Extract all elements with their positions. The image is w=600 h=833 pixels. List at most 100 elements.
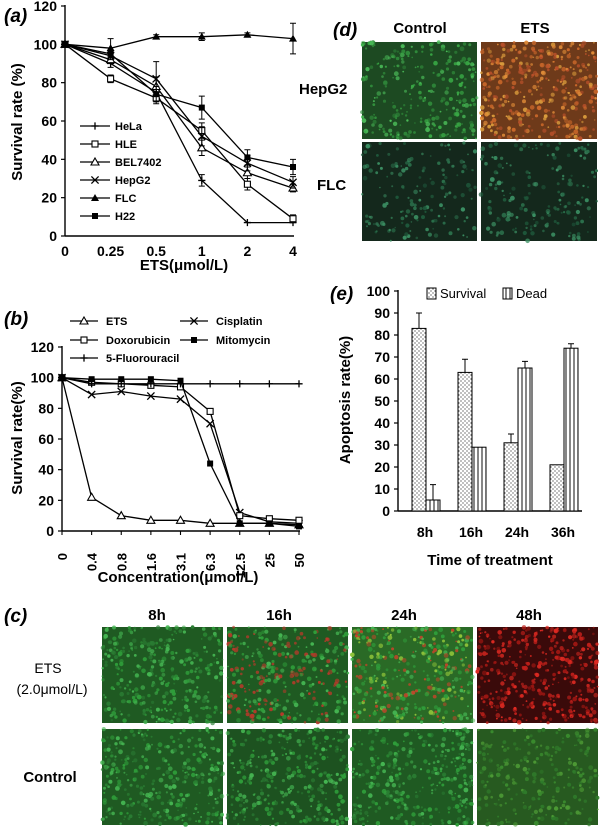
panel-d-col-label-ets: ETS [520,20,549,37]
a-point-hle-1 [107,75,115,83]
micrograph-ets-8h [100,625,224,726]
a-line-h22 [64,43,294,168]
a-point-h22-0 [62,41,68,48]
e-errorbar-survival-16h [462,358,468,373]
panel-e-x-axis-title: Time of treatment [427,552,553,569]
a-legend-label-hle: HLE [115,139,137,151]
e-bar-survival-36h [549,464,565,512]
a-legend-marker-h22 [92,213,98,219]
panel-b-legend: ETS Cisplatin Doxorubicin Mitomycin 5-Fluoro… [70,315,271,365]
b-xtick-label-3: 1.6 [144,553,159,571]
a-ytick-label-0: 0 [49,228,57,244]
a-line-hela [64,43,293,224]
a-line-flc [64,34,294,49]
b-legend-label-doxorubicin: Doxorubicin [106,335,170,347]
panel-a-series [60,22,298,227]
e-bar-dead-16h [471,446,487,512]
b-point-5-fluorouracil-6 [236,380,244,388]
b-xtick-label-6: 12.5 [233,553,248,578]
b-ytick-label-100: 100 [31,370,55,386]
c-img-7-cells [476,727,600,827]
a-point-flc-3 [197,32,206,40]
a-point-hepg2-5 [288,178,298,187]
c-img-4-cells [100,727,226,827]
e-bar-survival-24h [503,442,519,512]
b-series-cisplatin [57,373,304,528]
panel-a: (a) 0 20 40 60 80 100 120 0 0.25 0.5 1 2 4 Survival… [4,0,298,274]
panel-d: (d) Control ETS HepG2 FLC [299,20,599,244]
b-ytick-label-20: 20 [38,492,54,508]
a-xtick-label-5: 4 [289,243,297,259]
a-point-bel7402-3 [196,142,207,152]
e-legend-label-dead: Dead [516,286,547,301]
panel-c-row-label-ets-dose: (2.0μmol/L) [16,681,87,697]
a-point-h22-2 [153,91,160,98]
d-img-2-cells [360,141,478,242]
d-img-0-cells [360,40,479,141]
c-img-5-cells [225,727,351,827]
b-legend-entry-cisplatin: Cisplatin [180,316,263,328]
e-legend-swatch-survival [426,287,437,300]
b-legend-label-cisplatin: Cisplatin [216,316,263,328]
micrograph-control-8h [100,727,226,827]
b-legend-marker-cisplatin [189,316,199,326]
a-ytick-label-80: 80 [41,75,57,91]
micrograph-flc-control [360,141,478,242]
e-errorbar-dead-24h [522,360,528,368]
a-point-hle-5 [289,215,297,223]
e-ytick-label-80: 80 [374,327,390,343]
panel-d-row-label-flc: FLC [317,177,346,194]
a-ytick-label-20: 20 [41,190,57,206]
panel-a-x-axis-title: ETS(μmol/L) [140,257,228,274]
d-img-3-cells [478,141,598,244]
b-legend-label-ets: ETS [106,316,127,328]
panel-d-row-label-hepg2: HepG2 [299,81,347,98]
b-point-doxorubicin-5 [206,407,214,415]
panel-a-xticks: 0 0.25 0.5 1 2 4 [61,243,297,259]
a-point-hela-4 [243,218,251,227]
panel-a-legend: HeLa HLE BEL7402 HepG2 FLC H22 [80,121,161,223]
b-point-mitomycin-1 [88,376,95,383]
b-point-5-fluorouracil-3 [147,380,155,388]
a-legend-marker-bel7402 [90,156,100,166]
panel-b-label: (b) [4,309,28,330]
b-point-ets-1 [86,492,97,501]
a-line-hle [64,43,294,220]
b-legend-entry-ets: ETS [70,315,127,328]
c-img-2-cells [350,626,476,724]
b-xtick-label-5: 6.3 [203,553,218,571]
b-legend-marker-doxorubicin [80,336,88,344]
a-point-h22-5 [290,164,296,170]
b-point-ets-2 [116,510,127,520]
panel-e-y-axis-title: Apoptosis rate(%) [337,336,354,464]
panel-c-col-label-24h: 24h [391,607,417,624]
b-point-5-fluorouracil-0 [58,374,66,382]
panel-b-yticks: 0 20 40 60 80 100 120 [31,339,62,539]
b-legend-marker-5-fluorouracil [80,354,88,362]
b-point-mitomycin-7 [266,520,273,527]
b-point-cisplatin-3 [146,392,155,401]
panel-b: (b) 0 20 40 60 80 100 120 0 0.4 0.8 1.6 3.1 6.3 12.5… [4,309,307,586]
panel-e-xticks: 8h 16h 24h 36h [417,524,575,540]
b-ytick-label-40: 40 [38,462,54,478]
a-legend-entry-hela: HeLa [80,121,143,133]
b-xtick-label-8: 50 [292,553,307,567]
b-xtick-label-0: 0 [55,553,70,560]
c-img-6-cells [350,727,475,827]
e-ytick-label-30: 30 [374,437,390,453]
c-img-7-background [477,729,598,825]
b-ytick-label-60: 60 [38,431,54,447]
e-bar-survival-8h [411,327,427,512]
a-xtick-label-2: 0.5 [146,243,166,259]
a-legend-marker-hle [91,140,99,148]
a-point-h22-3 [198,104,205,111]
a-point-flc-4 [243,30,252,38]
a-point-hepg2-3 [197,132,206,141]
panel-b-x-axis-title: Concentration(μmol/L) [98,569,259,586]
micrograph-hepg2-control [360,40,479,141]
e-errorbar-survival-8h [416,312,422,329]
b-series-5-fluorouracil [58,374,303,388]
e-ytick-label-20: 20 [374,459,390,475]
micrograph-control-16h [225,727,351,827]
micrograph-control-48h [476,727,600,827]
